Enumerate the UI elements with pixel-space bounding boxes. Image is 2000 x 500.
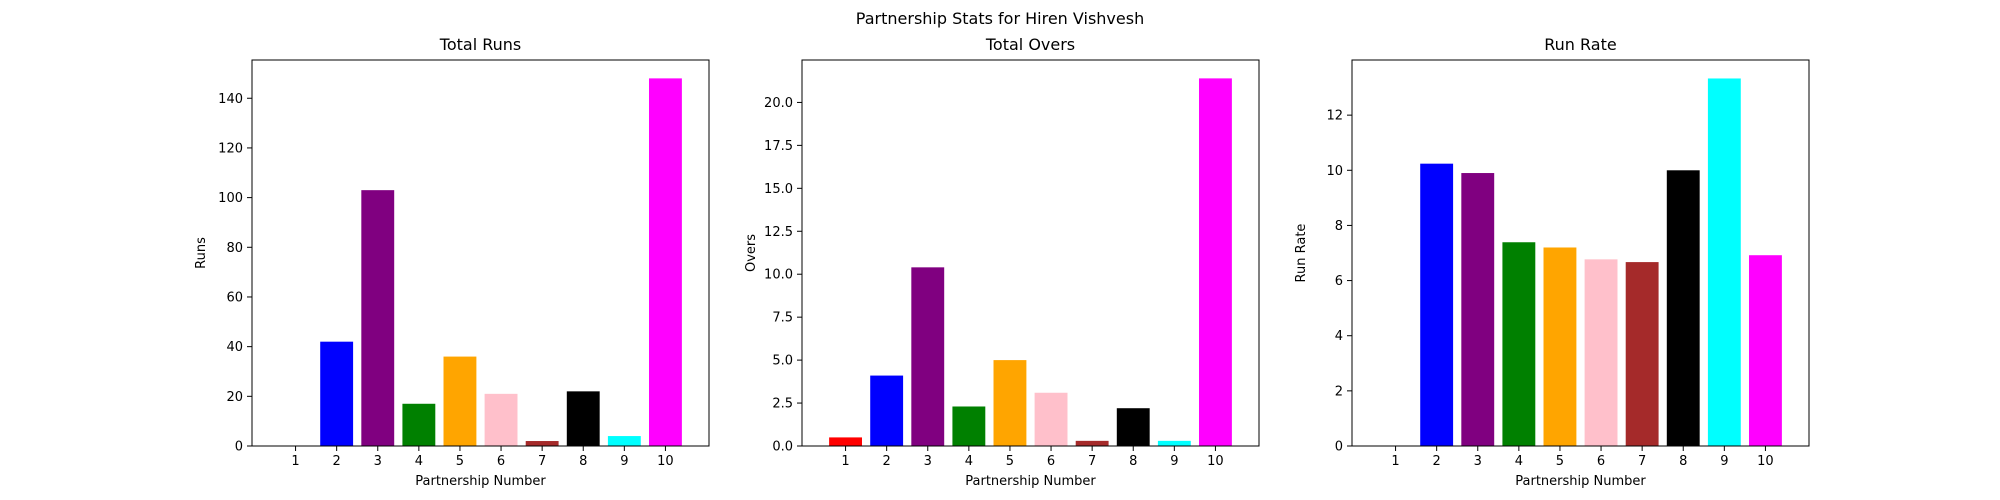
chart-title: Total Runs bbox=[439, 35, 521, 54]
bar-8 bbox=[1666, 170, 1700, 447]
bar-4 bbox=[402, 403, 436, 446]
y-tick-label: 0 bbox=[235, 440, 243, 455]
bar-10 bbox=[1199, 78, 1232, 446]
bar-4 bbox=[1502, 242, 1536, 446]
x-tick-label: 9 bbox=[1720, 454, 1728, 469]
bar-9 bbox=[607, 436, 641, 446]
y-tick-label: 10.0 bbox=[764, 268, 793, 283]
y-tick-label: 12.5 bbox=[764, 225, 793, 240]
bar-8 bbox=[1116, 408, 1150, 446]
bar-4 bbox=[952, 406, 986, 446]
chart-title: Run Rate bbox=[1544, 35, 1616, 54]
x-tick-label: 1 bbox=[841, 454, 849, 469]
chart-title: Total Overs bbox=[985, 35, 1075, 54]
bar-1 bbox=[829, 437, 862, 446]
x-tick-label: 2 bbox=[333, 454, 341, 469]
bar-3 bbox=[361, 190, 395, 446]
y-tick-label: 4 bbox=[1335, 329, 1343, 344]
y-tick-label: 120 bbox=[218, 141, 243, 156]
x-tick-label: 6 bbox=[497, 454, 505, 469]
x-tick-label: 4 bbox=[965, 454, 973, 469]
y-tick-label: 0 bbox=[1335, 440, 1343, 455]
x-tick-label: 5 bbox=[1556, 454, 1564, 469]
y-tick-label: 2.5 bbox=[772, 397, 793, 412]
x-tick-label: 8 bbox=[1679, 454, 1687, 469]
x-tick-label: 4 bbox=[1515, 454, 1523, 469]
y-tick-label: 10 bbox=[1326, 164, 1343, 179]
x-tick-label: 10 bbox=[1207, 454, 1224, 469]
bar-5 bbox=[443, 356, 477, 446]
y-tick-label: 6 bbox=[1335, 274, 1343, 289]
bar-5 bbox=[993, 360, 1027, 446]
y-tick-label: 60 bbox=[226, 290, 243, 305]
y-tick-label: 7.5 bbox=[772, 311, 793, 326]
x-tick-label: 6 bbox=[1047, 454, 1055, 469]
y-axis-label: Overs bbox=[744, 234, 759, 272]
y-axis-label: Runs bbox=[194, 237, 209, 269]
y-tick-label: 0.0 bbox=[772, 440, 793, 455]
bar-8 bbox=[566, 391, 600, 446]
bar-7 bbox=[1075, 440, 1109, 446]
bar-2 bbox=[870, 375, 904, 446]
y-tick-label: 20 bbox=[226, 390, 243, 405]
y-tick-label: 80 bbox=[226, 241, 243, 256]
x-axis-label: Partnership Number bbox=[965, 474, 1096, 489]
x-tick-label: 8 bbox=[1129, 454, 1137, 469]
bar-10 bbox=[1749, 255, 1782, 446]
bar-7 bbox=[1625, 262, 1659, 446]
x-tick-label: 10 bbox=[1757, 454, 1774, 469]
x-tick-label: 7 bbox=[1638, 454, 1646, 469]
y-tick-label: 8 bbox=[1335, 219, 1343, 234]
chart-panel-2: 1 2 3 4 5 6 7 8 9 10 0.0 2.5 5.0 7.5 10.0 12.5 15.0 17.5 2… bbox=[744, 35, 1260, 489]
y-tick-label: 5.0 bbox=[772, 354, 793, 369]
bar-5 bbox=[1543, 247, 1577, 446]
y-axis-label: Run Rate bbox=[1294, 224, 1309, 283]
x-tick-label: 3 bbox=[924, 454, 932, 469]
x-tick-label: 2 bbox=[1433, 454, 1441, 469]
bar-6 bbox=[1034, 392, 1068, 446]
bar-10 bbox=[649, 78, 682, 446]
bar-9 bbox=[1707, 78, 1741, 446]
x-tick-label: 7 bbox=[1088, 454, 1096, 469]
x-tick-label: 8 bbox=[579, 454, 587, 469]
bar-2 bbox=[320, 341, 354, 446]
x-tick-label: 10 bbox=[657, 454, 674, 469]
x-tick-label: 3 bbox=[1474, 454, 1482, 469]
x-tick-label: 3 bbox=[374, 454, 382, 469]
x-tick-label: 9 bbox=[1170, 454, 1178, 469]
axes-frame bbox=[251, 59, 710, 447]
y-tick-label: 40 bbox=[226, 340, 243, 355]
y-tick-label: 17.5 bbox=[764, 139, 793, 154]
x-axis-label: Partnership Number bbox=[415, 474, 546, 489]
bar-7 bbox=[525, 441, 559, 446]
bar-6 bbox=[1584, 259, 1618, 446]
axes-frame bbox=[1351, 59, 1810, 447]
x-tick-label: 9 bbox=[620, 454, 628, 469]
x-tick-label: 4 bbox=[415, 454, 423, 469]
bar-3 bbox=[911, 267, 945, 446]
x-tick-label: 6 bbox=[1597, 454, 1605, 469]
bar-6 bbox=[484, 393, 518, 446]
x-tick-label: 1 bbox=[291, 454, 299, 469]
y-tick-label: 2 bbox=[1335, 384, 1343, 399]
x-tick-label: 5 bbox=[456, 454, 464, 469]
axes-frame bbox=[801, 59, 1260, 447]
y-tick-label: 15.0 bbox=[764, 182, 793, 197]
y-tick-label: 140 bbox=[218, 92, 243, 107]
x-tick-label: 2 bbox=[883, 454, 891, 469]
bar-3 bbox=[1461, 173, 1495, 447]
x-axis-label: Partnership Number bbox=[1515, 474, 1646, 489]
bar-2 bbox=[1420, 163, 1454, 447]
x-tick-label: 5 bbox=[1006, 454, 1014, 469]
y-tick-label: 12 bbox=[1326, 109, 1343, 124]
figure-suptitle: Partnership Stats for Hiren Vishvesh bbox=[856, 9, 1144, 28]
bar-9 bbox=[1157, 440, 1191, 446]
x-tick-label: 1 bbox=[1391, 454, 1399, 469]
y-tick-label: 100 bbox=[218, 191, 243, 206]
y-tick-label: 20.0 bbox=[764, 96, 793, 111]
x-tick-label: 7 bbox=[538, 454, 546, 469]
